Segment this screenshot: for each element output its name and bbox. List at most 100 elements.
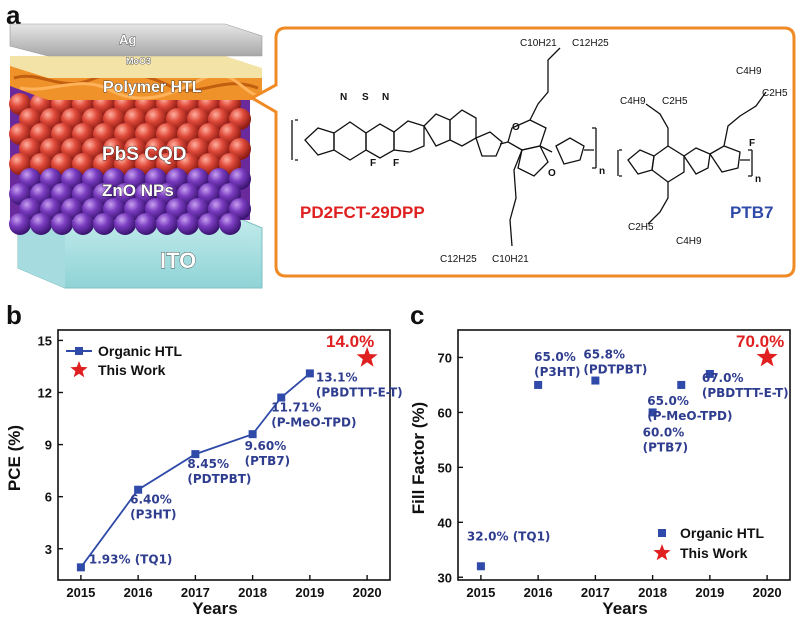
plot-area: 2015 2016 2017 2018 2019 2020 30 40 50 60 70	[438, 329, 791, 600]
data-point-organic-htl	[476, 562, 485, 571]
data-label-material: (PDTPBT)	[583, 363, 647, 377]
layer-label-ag: Ag	[119, 32, 136, 47]
quantum-dot-sphere	[219, 213, 241, 235]
moo3-layer	[10, 56, 262, 78]
panel-b-letter: b	[6, 300, 22, 330]
data-point-organic-htl	[76, 563, 85, 572]
data-label-material: (P3HT)	[130, 508, 176, 522]
side-chain-label: C12H25	[440, 254, 477, 265]
plot-frame	[57, 329, 391, 581]
y-tick-label: 50	[438, 460, 452, 475]
y-tick-label: 70	[438, 350, 452, 365]
x-tick-label: 2019	[695, 585, 724, 600]
data-marks	[76, 346, 378, 572]
side-chain-label: C10H21	[520, 38, 557, 49]
atom-n-label: N	[340, 92, 347, 103]
this-work-ff-label: 70.0%	[736, 332, 784, 351]
x-tick-label: 2018	[238, 585, 267, 600]
data-label: 1.93% (TQ1)	[89, 552, 173, 566]
y-tick-label: 40	[438, 515, 452, 530]
atom-o-label: O	[512, 122, 520, 133]
data-label-material: (PBDTTT-E-T)	[316, 385, 403, 399]
data-label-material: (PDTPBT)	[187, 472, 251, 486]
panel-a-letter: a	[6, 0, 21, 30]
legend-label-this-work: This Work	[680, 545, 748, 561]
ag-layer	[9, 23, 263, 57]
ptb7-chain-label: C4H9	[736, 66, 762, 77]
x-axis-label: Years	[602, 599, 647, 618]
data-point-organic-htl	[705, 369, 714, 378]
plot-area: 2015 2016 2017 2018 2019 2020 3 6 9 12 15	[38, 329, 391, 600]
data-label: 8.45%	[187, 457, 229, 471]
this-work-pce-label: 14.0%	[326, 332, 374, 351]
data-label: 65.0%	[534, 350, 576, 364]
y-tick-label: 3	[45, 542, 52, 557]
x-tick-label: 2017	[181, 585, 210, 600]
data-label: 67.0%	[702, 371, 744, 385]
polymer-name-pd2fct-29dpp: PD2FCT-29DPP	[300, 203, 425, 222]
data-label: 6.40%	[130, 493, 172, 507]
y-tick-label: 12	[38, 386, 52, 401]
y-tick-label: 9	[45, 438, 52, 453]
data-label: 65.8%	[583, 348, 625, 362]
legend-label-this-work: This Work	[98, 362, 166, 378]
atom-o-label: O	[548, 168, 556, 179]
quantum-dot-sphere	[177, 213, 199, 235]
data-label-material: (P-MeO-TPD)	[271, 416, 356, 430]
panel-b-pce-chart: b PCE (%) Years 2015 2016 2017 2018 2019 2020…	[5, 300, 403, 618]
atom-f-label: F	[370, 158, 376, 169]
y-axis-label: Fill Factor (%)	[409, 402, 428, 514]
legend-marker-organic-htl	[75, 347, 83, 355]
quantum-dot-sphere	[72, 213, 94, 235]
legend: Organic HTL This Work	[653, 525, 764, 561]
data-label: 32.0% (TQ1)	[467, 529, 551, 543]
layer-label-pbs-cqd: PbS CQD	[102, 144, 186, 165]
x-axis-label: Years	[192, 599, 237, 618]
quantum-dot-sphere	[9, 213, 31, 235]
x-tick-label: 2015	[466, 585, 495, 600]
polymer-name-ptb7: PTB7	[730, 203, 773, 222]
repeat-n-label: n	[599, 166, 605, 177]
layer-label-moo3: MoO3	[126, 56, 151, 66]
atom-f-label: F	[749, 138, 755, 149]
data-point-organic-htl	[134, 485, 143, 494]
side-chain-label: C10H21	[492, 254, 529, 265]
data-annotations: 1.93% (TQ1) 6.40%(P3HT) 8.45%(PDTPBT) 9.60%…	[89, 370, 403, 566]
y-tick-label: 30	[438, 570, 452, 585]
x-tick-label: 2016	[524, 585, 553, 600]
quantum-dot-sphere	[51, 213, 73, 235]
legend: Organic HTL This Work	[66, 343, 182, 378]
layer-label-zno-nps: ZnO NPs	[102, 181, 174, 200]
data-label: 65.0%	[647, 394, 689, 408]
legend-marker-this-work	[70, 361, 88, 378]
panel-a: a ITO Polymer HTL MoO3 Ag PbS CQD ZnO NP…	[6, 0, 796, 289]
data-label: 9.60%	[245, 439, 287, 453]
quantum-dot-sphere	[30, 213, 52, 235]
data-label-material: (PTB7)	[643, 440, 688, 454]
plot-frame	[457, 329, 791, 581]
quantum-dot-sphere	[114, 213, 136, 235]
data-label-material: (PTB7)	[245, 454, 290, 468]
chemical-structures: N S N F F O O n C10H21 C12H25 C12H25 C10…	[291, 38, 788, 265]
data-label: 13.1%	[316, 370, 358, 384]
data-label-material: (P-MeO-TPD)	[647, 409, 732, 423]
ptb7-chain-label: C2H5	[762, 88, 788, 99]
y-tick-label: 60	[438, 405, 452, 420]
data-point-this-work	[356, 346, 378, 367]
data-point-organic-htl	[677, 380, 686, 389]
device-stack: ITO Polymer HTL MoO3 Ag PbS CQD ZnO NPs	[9, 23, 263, 289]
x-tick-label: 2020	[353, 585, 382, 600]
quantum-dot-sphere	[135, 213, 157, 235]
side-chain-label: C12H25	[572, 38, 609, 49]
quantum-dot-sphere	[93, 213, 115, 235]
data-point-organic-htl	[591, 376, 600, 385]
y-tick-label: 15	[38, 333, 52, 348]
quantum-dot-sphere	[198, 213, 220, 235]
polymer-strand	[19, 73, 259, 100]
data-point-organic-htl	[648, 408, 657, 417]
panel-c-letter: c	[410, 300, 424, 330]
atom-s-label: S	[362, 92, 369, 103]
repeat-n-label: n	[755, 174, 761, 185]
x-tick-label: 2018	[638, 585, 667, 600]
